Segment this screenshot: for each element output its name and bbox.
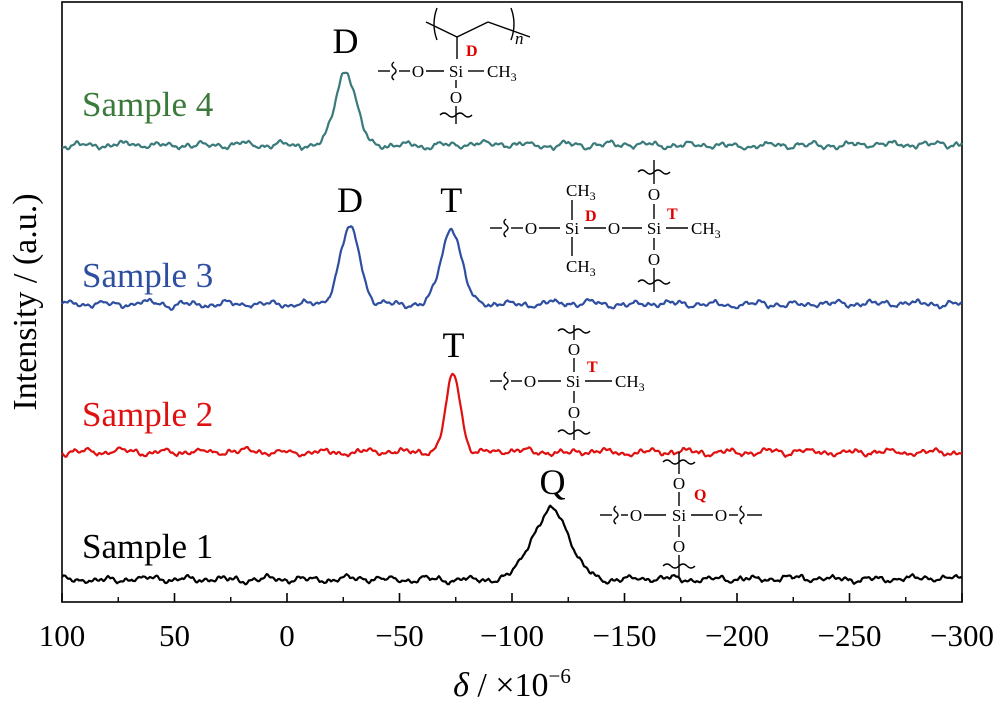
s2-o-bottom: O	[568, 403, 580, 422]
series-line-sample-1	[61, 504, 963, 586]
s2-si: Si	[566, 372, 580, 391]
x-tick-label: −300	[930, 618, 994, 653]
x-tick-label: 0	[279, 618, 295, 653]
x-tick-label: 100	[39, 618, 86, 653]
s2-o-top: O	[568, 340, 580, 359]
x-axis-title: δ / ×10−6	[453, 664, 571, 704]
structure-sample-3: O Si D CH3 CH3 O Si T CH3 O O	[490, 160, 721, 292]
series-label: Sample 4	[82, 85, 213, 124]
s4-ch3: CH3	[487, 62, 517, 84]
s2-site: T	[587, 359, 598, 376]
s1-o-right: O	[715, 506, 727, 525]
x-tick-label: −50	[375, 618, 423, 653]
s3-o-1: O	[525, 219, 537, 238]
s4-si: Si	[449, 62, 463, 81]
structure-sample-1: O Q O Si O O	[600, 452, 762, 578]
peak-label: D	[337, 180, 363, 220]
s1-o-bottom: O	[673, 537, 685, 556]
x-tick-label: −200	[705, 618, 769, 653]
s4-o-bottom: O	[450, 88, 462, 107]
s2-o-left: O	[524, 372, 536, 391]
peak-label: T	[443, 325, 465, 365]
s3-o-bottom: O	[648, 250, 660, 269]
series-line-sample-3	[61, 225, 963, 311]
y-axis-title: Intensity / (a.u.)	[7, 193, 44, 410]
s2-ch3: CH3	[615, 372, 645, 394]
x-tick-label: −100	[480, 618, 544, 653]
s3-si-t: Si	[647, 219, 661, 238]
series-line-sample-4	[61, 71, 963, 152]
series-line-sample-2	[61, 372, 963, 458]
peak-label: T	[440, 180, 462, 220]
structure-sample-4: n D O Si CH3 O	[378, 7, 531, 124]
series-label: Sample 3	[82, 256, 213, 295]
s3-o-2: O	[608, 219, 620, 238]
s4-site-label: D	[466, 43, 478, 60]
s3-si-d: Si	[565, 219, 579, 238]
x-tick-label: 50	[159, 618, 190, 653]
s3-site-t: T	[667, 206, 678, 223]
x-tick-label: −250	[818, 618, 882, 653]
s3-ch3-top: CH3	[566, 181, 596, 203]
s3-site-d: D	[585, 208, 597, 225]
peak-label: D	[333, 21, 359, 61]
s4-o-left: O	[412, 62, 424, 81]
annotations: Sample 4 D Sample 3 D T Sample 2 T Sample 1 Q	[82, 21, 566, 566]
s1-o-left: O	[630, 506, 642, 525]
peak-label: Q	[540, 462, 566, 502]
s3-ch3-bottom: CH3	[566, 257, 596, 279]
s1-o-top: O	[673, 474, 685, 493]
s3-ch3-right: CH3	[691, 219, 721, 241]
x-ticks: 100 50 0 −50 −100 −150 −200 −250 −300	[39, 593, 994, 653]
series-label: Sample 2	[82, 395, 213, 434]
series-label: Sample 1	[82, 527, 213, 566]
s1-si: Si	[672, 506, 686, 525]
s3-o-top: O	[648, 185, 660, 204]
s4-n-label: n	[515, 29, 524, 48]
x-tick-label: −150	[593, 618, 657, 653]
s1-site: Q	[694, 487, 706, 504]
structure-sample-2: O T O Si CH3 O	[490, 325, 645, 440]
spectra	[61, 71, 963, 586]
